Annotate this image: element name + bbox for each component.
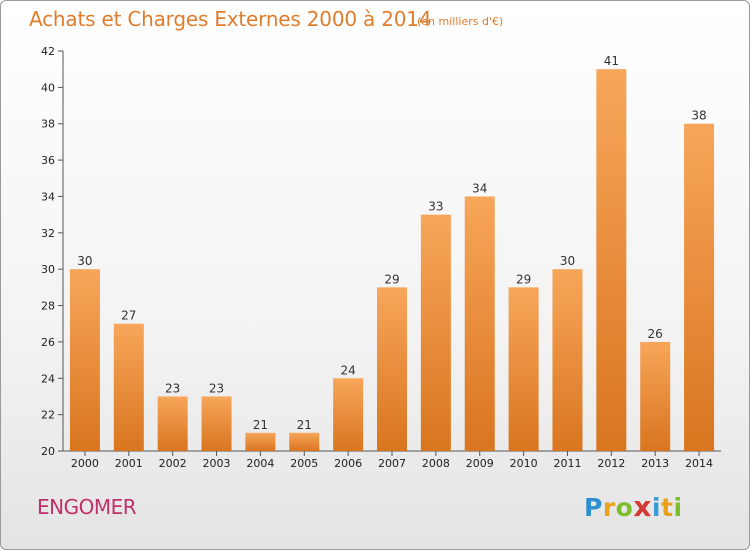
data-label: 30 — [560, 254, 575, 268]
x-tick-label: 2004 — [246, 457, 274, 470]
logo-letter: t — [661, 493, 674, 522]
y-tick-label: 32 — [41, 227, 55, 240]
x-tick-label: 2009 — [466, 457, 494, 470]
bar — [333, 378, 364, 451]
logo-letter: i — [651, 493, 661, 522]
x-tick-label: 2001 — [115, 457, 143, 470]
data-label: 23 — [165, 381, 180, 395]
bar — [596, 69, 627, 451]
y-tick-label: 26 — [41, 336, 55, 349]
y-tick-label: 40 — [41, 81, 55, 94]
data-label: 23 — [209, 381, 224, 395]
x-tick-label: 2005 — [290, 457, 318, 470]
data-label: 38 — [691, 109, 706, 123]
x-tick-label: 2011 — [553, 457, 581, 470]
bar — [552, 269, 583, 451]
logo-letter: x — [633, 490, 652, 523]
x-tick-label: 2012 — [597, 457, 625, 470]
x-tick-label: 2003 — [203, 457, 231, 470]
x-tick-label: 2010 — [510, 457, 538, 470]
bar — [464, 196, 495, 451]
data-label: 30 — [77, 254, 92, 268]
bar — [377, 287, 407, 451]
x-tick-label: 2013 — [641, 457, 669, 470]
bar — [640, 341, 671, 451]
proxiti-logo[interactable]: Proxiti — [584, 490, 683, 523]
data-label: 27 — [121, 309, 136, 323]
bar — [157, 396, 188, 451]
y-tick-label: 38 — [41, 118, 55, 131]
bar — [113, 323, 144, 451]
y-tick-label: 42 — [41, 45, 55, 58]
commune-name: ENGOMER — [37, 495, 137, 519]
bar — [245, 432, 276, 451]
bars — [69, 69, 715, 452]
logo-letter: r — [602, 493, 616, 522]
bar — [289, 432, 320, 451]
x-tick-label: 2007 — [378, 457, 406, 470]
bar — [69, 269, 100, 451]
logo-letter: P — [584, 493, 603, 522]
logo-letter: o — [615, 493, 634, 522]
chart-subtitle: (en milliers d'€) — [417, 15, 504, 28]
y-tick-label: 28 — [41, 300, 55, 313]
data-label: 21 — [253, 418, 268, 432]
y-tick-label: 36 — [41, 154, 55, 167]
x-tick-label: 2000 — [71, 457, 99, 470]
labels: 2000 30 2001 27 2002 23 2003 23 2004 21 2005 21 2006… — [71, 54, 713, 470]
y-tick-label: 20 — [41, 445, 55, 458]
x-tick-label: 2008 — [422, 457, 450, 470]
y-tick-label: 22 — [41, 409, 55, 422]
bar — [684, 123, 715, 452]
x-tick-label: 2006 — [334, 457, 362, 470]
x-tick-label: 2014 — [685, 457, 713, 470]
y-tick-label: 24 — [41, 372, 55, 385]
y-tick-label: 30 — [41, 263, 55, 276]
logo-letter: i — [673, 493, 683, 522]
bar — [508, 287, 539, 451]
data-label: 34 — [472, 181, 487, 195]
data-label: 33 — [428, 200, 443, 214]
bar — [201, 396, 232, 451]
data-label: 26 — [648, 327, 663, 341]
bar — [420, 214, 451, 451]
data-label: 24 — [340, 363, 355, 377]
y-tick-label: 34 — [41, 190, 55, 203]
axes: 20 22 24 26 28 30 32 34 36 38 40 42 — [41, 45, 721, 458]
chart-title: Achats et Charges Externes 2000 à 2014 — [29, 7, 432, 31]
data-label: 21 — [297, 418, 312, 432]
x-tick-label: 2002 — [159, 457, 187, 470]
data-label: 29 — [384, 272, 399, 286]
data-label: 29 — [516, 272, 531, 286]
data-label: 41 — [604, 54, 619, 68]
